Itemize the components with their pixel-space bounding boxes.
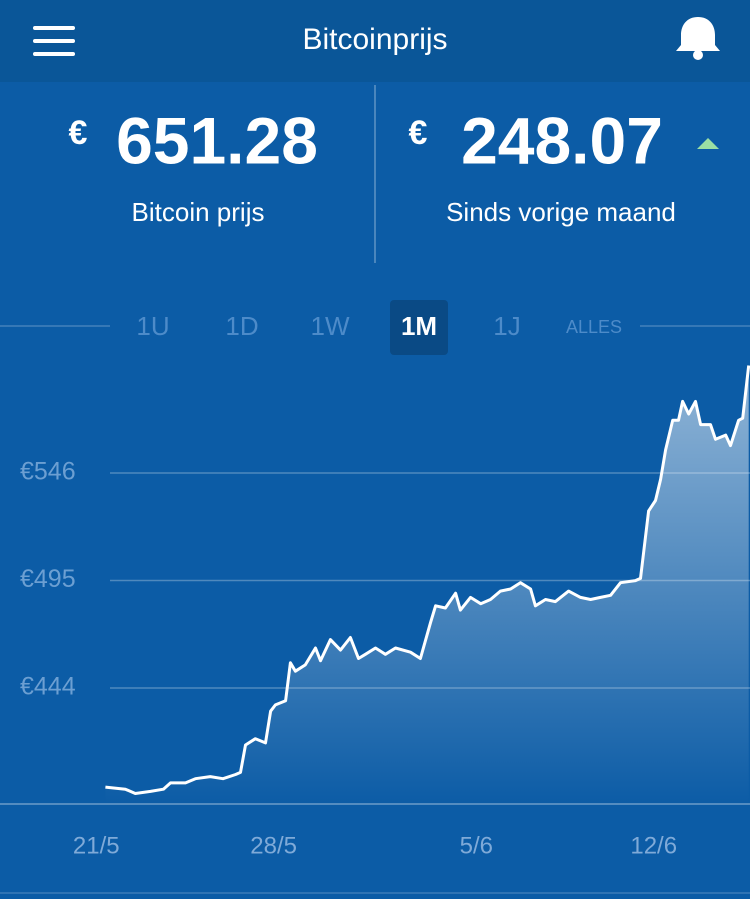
range-tab[interactable]: 1D [225,311,258,341]
y-tick-label: €546 [20,458,76,486]
notification-button[interactable] [676,17,720,60]
tab-label: 1W [311,311,350,341]
tab-label: 1M [401,311,437,341]
x-tick-label: 5/6 [460,832,493,859]
range-tabs: 1U 1D 1W 1M 1J ALLES [136,300,622,355]
price-line [105,365,750,795]
menu-button[interactable] [33,26,75,56]
range-tab[interactable]: 1J [493,311,520,341]
x-tick-label: 12/6 [630,832,677,859]
tab-highlight [390,300,448,355]
y-tick-label: €495 [20,565,76,593]
price-chart: €444 €495 €546 21/5 28/5 5/6 12/6 [0,365,750,859]
stat-value: 248.07 [461,103,663,177]
up-indicator [697,138,719,149]
range-tab[interactable]: 1M [390,300,448,355]
range-tab[interactable]: 1W [311,311,350,341]
tab-label: 1J [493,311,520,341]
tab-label: ALLES [566,317,622,337]
range-tab[interactable]: ALLES [566,317,622,337]
y-tick-label: €444 [20,673,76,701]
x-tick-label: 28/5 [250,832,297,859]
stat-label: Sinds vorige maand [446,197,676,227]
stat-label: Bitcoin prijs [132,197,265,227]
header-title: Bitcoinprijs [302,23,447,56]
tab-label: 1U [136,311,169,341]
x-tick-label: 21/5 [73,832,120,859]
range-tab[interactable]: 1U [136,311,169,341]
stat-currency: € [69,114,88,152]
stat-value: 651.28 [116,103,318,177]
stat-currency: € [409,114,428,152]
tab-label: 1D [225,311,258,341]
header-bar [0,0,750,82]
price-area [105,365,749,804]
